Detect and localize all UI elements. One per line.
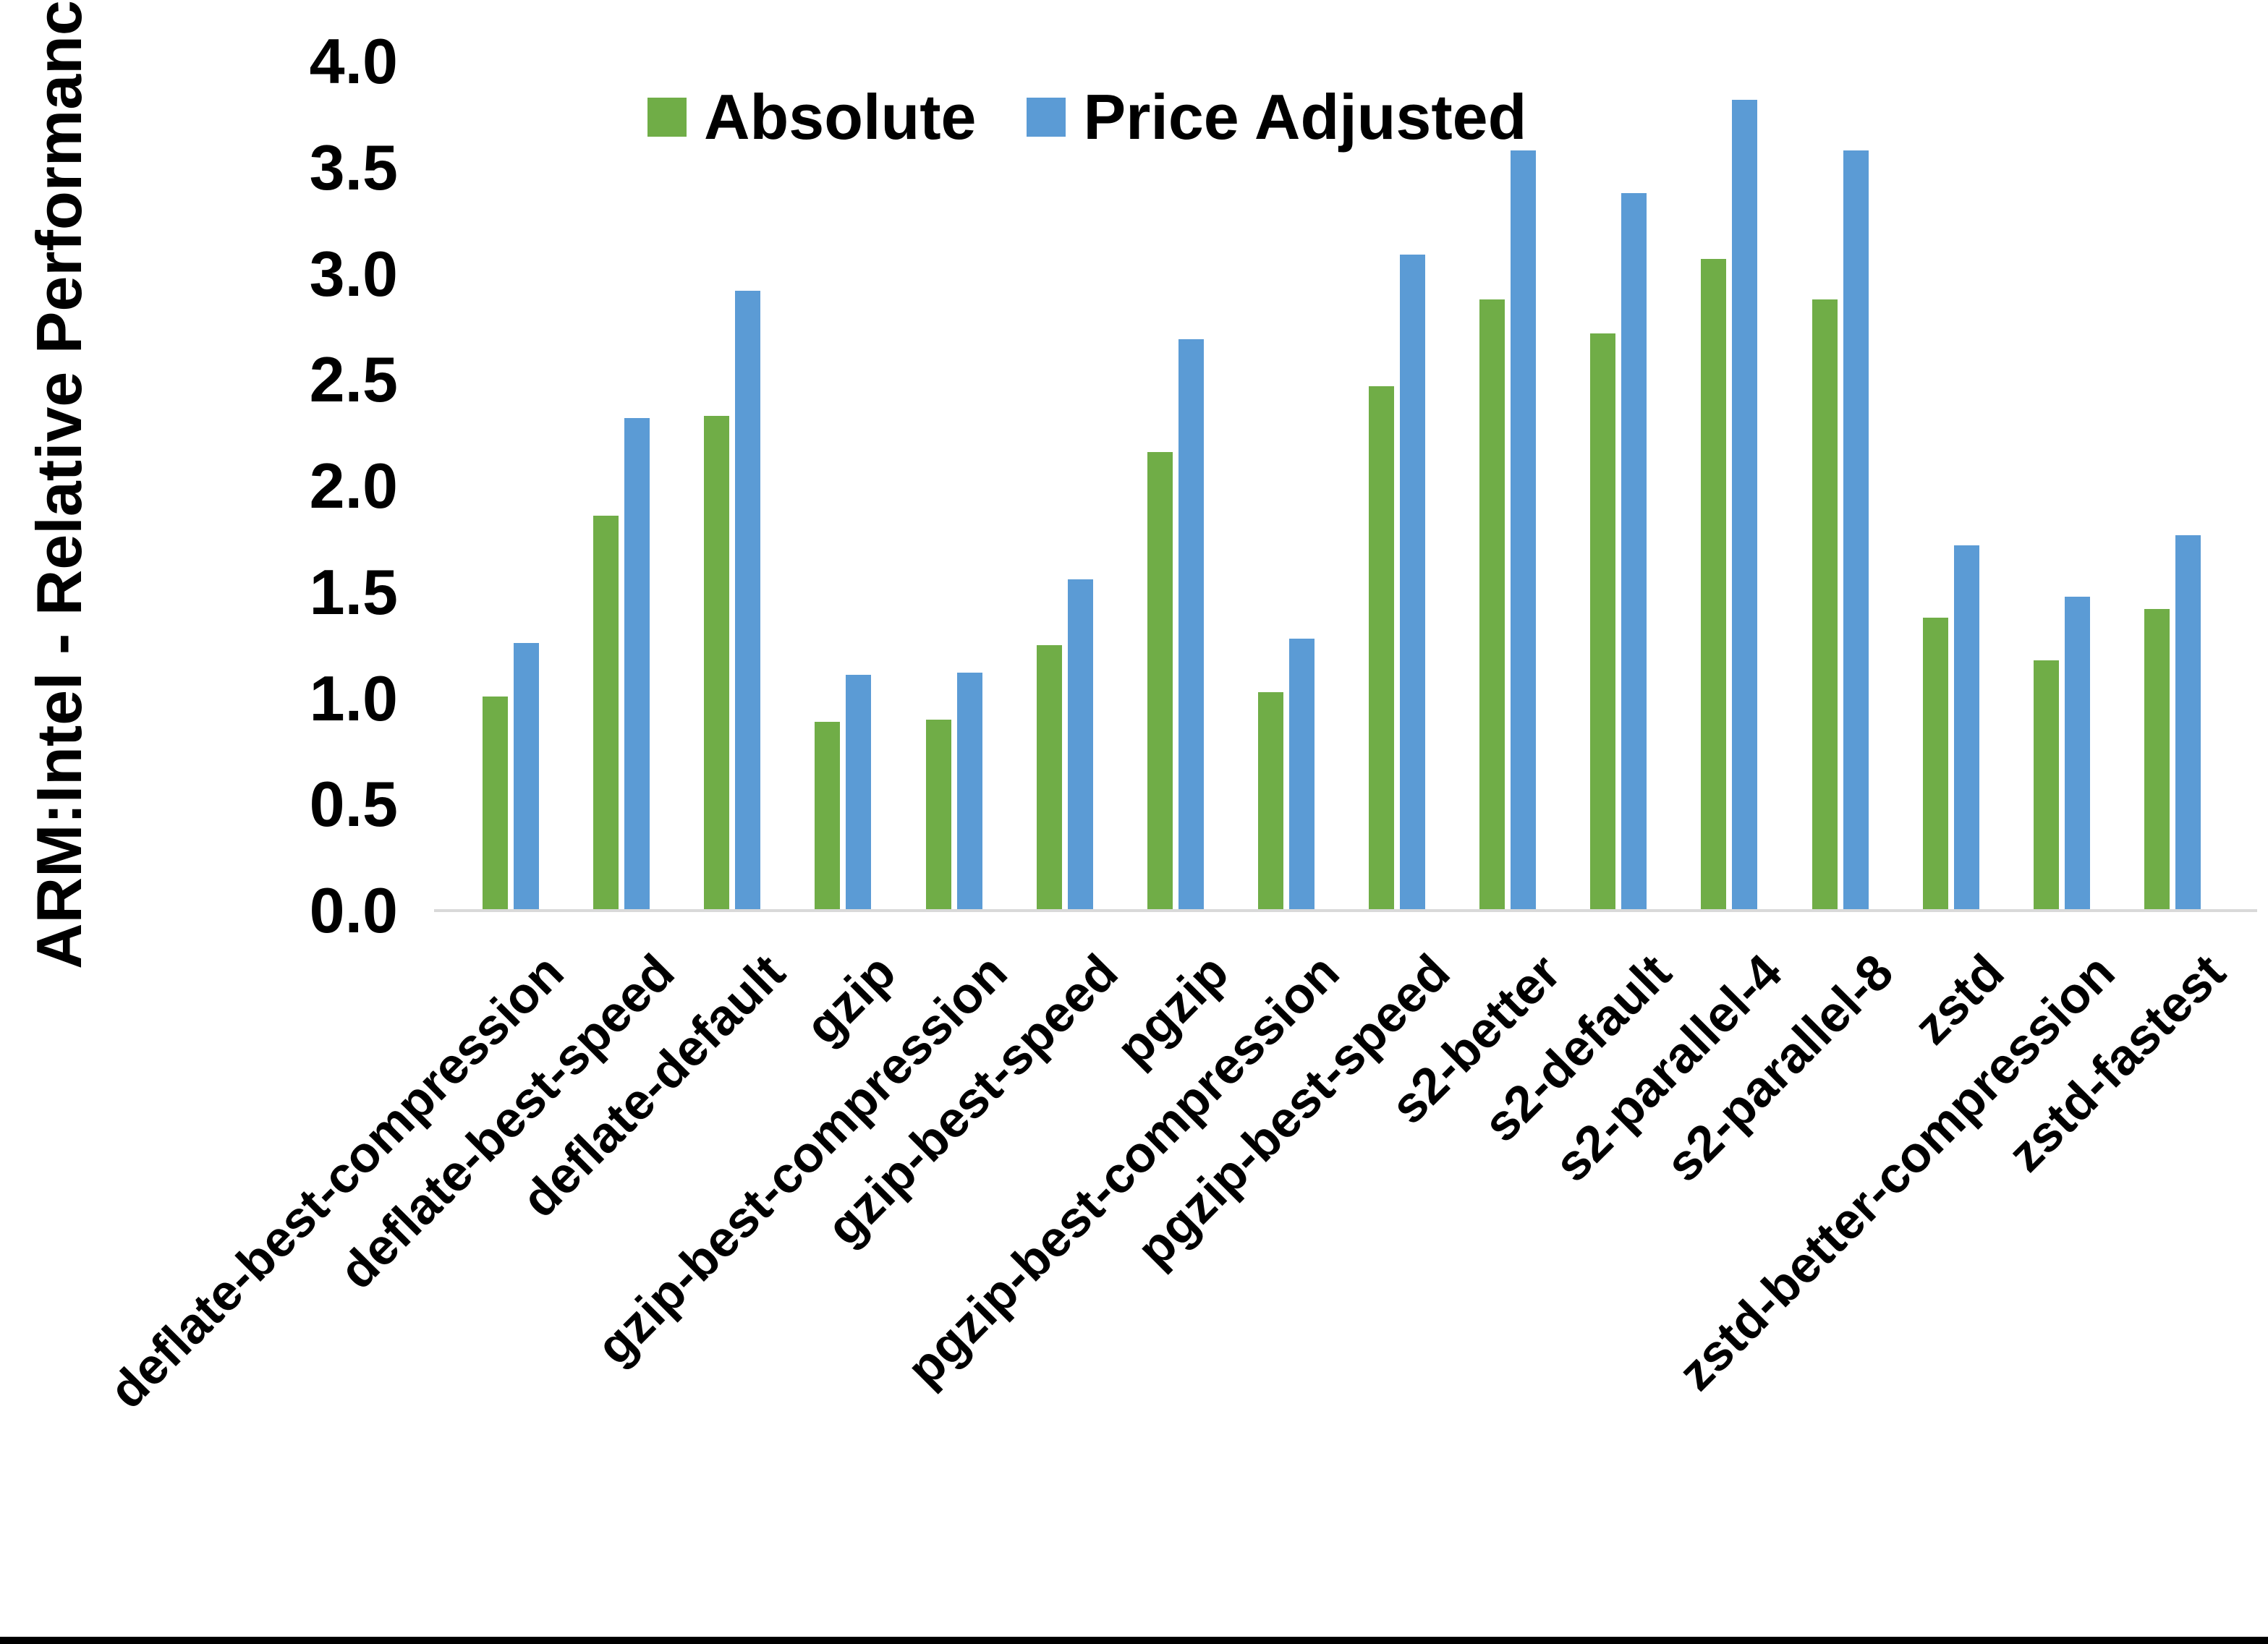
- bar-absolute: [926, 720, 951, 911]
- bar-price-adjusted: [1400, 255, 1425, 911]
- y-tick-label: 2.0: [309, 450, 398, 521]
- bar-absolute: [2144, 609, 2170, 911]
- bar-absolute: [1479, 299, 1505, 911]
- y-tick-label: 2.5: [309, 344, 398, 415]
- bar-price-adjusted: [1289, 639, 1314, 911]
- legend: Absolute Price Adjusted: [647, 85, 1526, 149]
- bar-price-adjusted: [1178, 339, 1204, 911]
- y-tick-label: 3.0: [309, 238, 398, 310]
- y-tick-label: 4.0: [309, 25, 398, 97]
- y-tick-label: 3.5: [309, 132, 398, 203]
- bar-absolute: [1258, 692, 1283, 911]
- bar-absolute: [2034, 660, 2059, 911]
- bar-price-adjusted: [2065, 597, 2090, 911]
- bar-absolute: [1037, 645, 1062, 911]
- legend-swatch-icon: [647, 98, 687, 137]
- bar-price-adjusted: [1843, 150, 1869, 911]
- bar-absolute: [483, 697, 508, 911]
- bar-price-adjusted: [1732, 100, 1757, 911]
- legend-label: Price Adjusted: [1083, 81, 1527, 153]
- bar-price-adjusted: [624, 418, 650, 911]
- legend-item-absolute: Absolute: [647, 85, 976, 149]
- bar-price-adjusted: [846, 675, 871, 911]
- bar-price-adjusted: [1511, 150, 1536, 911]
- bar-absolute: [704, 416, 729, 911]
- y-tick-label: 1.0: [309, 663, 398, 734]
- bar-absolute: [1369, 386, 1394, 911]
- bar-price-adjusted: [957, 673, 982, 911]
- bar-price-adjusted: [514, 643, 539, 911]
- legend-label: Absolute: [704, 81, 977, 153]
- bar-absolute: [1701, 259, 1726, 911]
- bar-price-adjusted: [1954, 545, 1979, 911]
- y-tick-label: 1.5: [309, 556, 398, 628]
- bar-price-adjusted: [2175, 535, 2201, 911]
- bar-absolute: [1590, 333, 1615, 911]
- bar-price-adjusted: [735, 291, 760, 911]
- bar-absolute: [815, 722, 840, 911]
- bar-absolute: [1147, 452, 1173, 911]
- x-axis-line: [434, 909, 2257, 912]
- bar-absolute: [1812, 299, 1838, 911]
- y-tick-label: 0.0: [309, 874, 398, 946]
- bar-absolute: [593, 516, 619, 911]
- legend-swatch-icon: [1027, 98, 1066, 137]
- bar-absolute: [1923, 618, 1948, 911]
- bottom-border-bar: [0, 1637, 2268, 1644]
- bar-price-adjusted: [1621, 193, 1647, 911]
- y-axis-title: ARM:Intel - Relative Performance: [23, 0, 95, 969]
- bar-price-adjusted: [1068, 579, 1093, 911]
- y-tick-label: 0.5: [309, 768, 398, 840]
- legend-item-price-adjusted: Price Adjusted: [1027, 85, 1526, 149]
